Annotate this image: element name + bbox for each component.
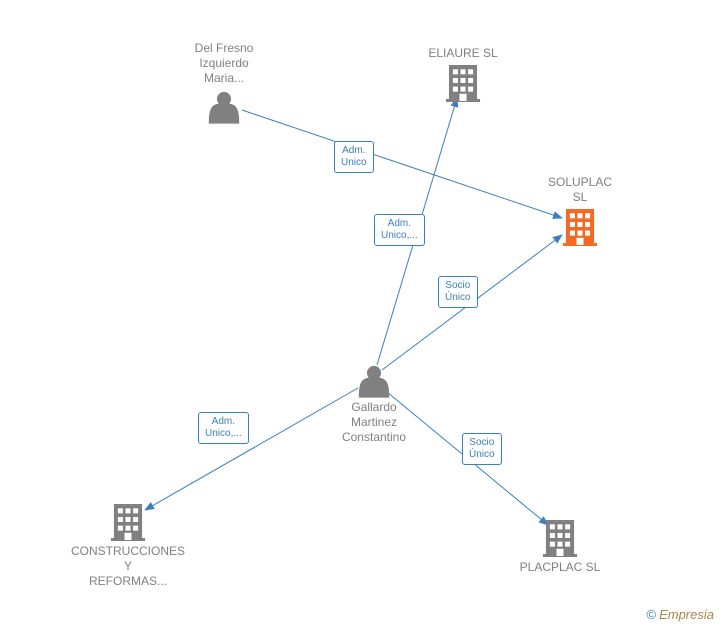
edge-delfresno-soluplac	[242, 110, 562, 218]
edge-gallardo-soluplac	[382, 235, 562, 370]
edge-gallardo-construcciones	[145, 388, 358, 510]
diagram-canvas	[0, 0, 728, 630]
nodes-layer	[111, 65, 597, 557]
person-icon	[209, 92, 239, 124]
copyright-symbol: ©	[646, 607, 656, 622]
edge-gallardo-placplac	[387, 392, 548, 525]
edge-gallardo-eliaure	[377, 98, 457, 365]
watermark: ©Empresia	[646, 607, 714, 622]
building-icon	[563, 209, 597, 246]
person-icon	[359, 366, 389, 398]
building-icon	[446, 65, 480, 102]
building-icon	[543, 520, 577, 557]
watermark-text: Empresia	[659, 607, 714, 622]
edges-layer	[145, 98, 562, 525]
building-icon	[111, 504, 145, 541]
